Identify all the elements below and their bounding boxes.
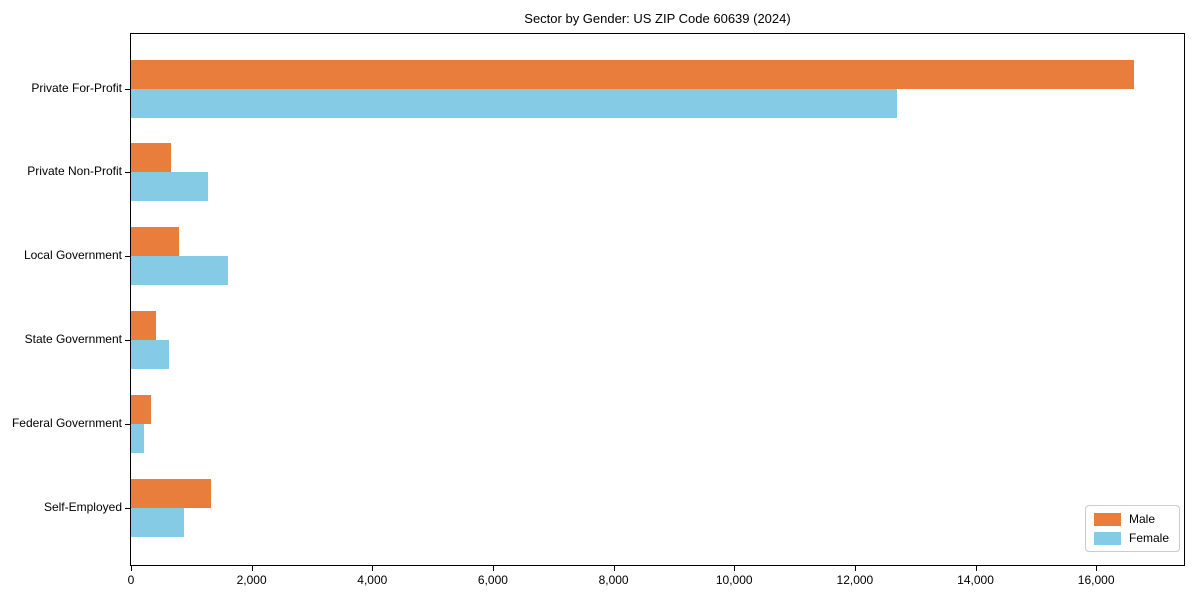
x-tick-label: 14,000: [957, 573, 994, 587]
bar-male-4: [131, 395, 151, 425]
x-tick-label: 12,000: [836, 573, 874, 587]
legend: Male Female: [1084, 505, 1180, 552]
x-tick-mark: [492, 566, 494, 571]
x-tick-mark: [1096, 566, 1098, 571]
y-tick-mark: [125, 424, 130, 426]
x-tick-mark: [372, 566, 374, 571]
legend-item-male: Male: [1093, 512, 1169, 526]
y-tick-mark: [125, 340, 130, 342]
x-tick-label: 0: [127, 573, 135, 587]
bar-male-3: [131, 311, 156, 341]
y-tick-label: Self-Employed: [43, 500, 122, 514]
x-tick-label: 10,000: [715, 573, 753, 587]
plot-area: Male Female: [130, 33, 1185, 566]
x-tick-label: 2,000: [236, 573, 267, 587]
bar-male-5: [131, 479, 211, 508]
y-tick-label: Local Government: [23, 248, 122, 263]
legend-item-female: Female: [1093, 531, 1169, 545]
x-tick-label: 4,000: [357, 573, 388, 587]
x-tick-mark: [613, 566, 615, 571]
legend-label: Female: [1128, 531, 1169, 545]
legend-label: Male: [1128, 512, 1155, 526]
y-tick-label: State Government: [24, 332, 122, 347]
bar-male-1: [131, 143, 171, 173]
legend-swatch-male: [1093, 512, 1121, 526]
y-tick-mark: [125, 256, 130, 258]
bar-female-1: [131, 172, 208, 202]
x-tick-mark: [854, 566, 856, 571]
x-tick-mark: [734, 566, 736, 571]
legend-swatch-female: [1093, 531, 1121, 545]
bar-female-3: [131, 340, 169, 370]
bar-female-2: [131, 256, 228, 286]
chart-title: Sector by Gender: US ZIP Code 60639 (202…: [524, 11, 791, 26]
x-tick-mark: [975, 566, 977, 571]
bar-male-0: [131, 59, 1135, 89]
x-tick-label: 6,000: [477, 573, 508, 587]
x-tick-mark: [131, 566, 132, 571]
y-tick-mark: [125, 88, 130, 90]
bar-female-0: [131, 88, 897, 118]
y-tick-label: Private For-Profit: [31, 80, 122, 95]
y-tick-label: Federal Government: [11, 416, 122, 431]
x-tick-label: 16,000: [1077, 573, 1115, 587]
bar-female-4: [131, 424, 144, 454]
x-tick-mark: [251, 566, 253, 571]
bar-male-2: [131, 227, 179, 257]
y-tick-label: Private Non-Profit: [27, 164, 122, 179]
y-tick-mark: [125, 172, 130, 174]
bar-female-5: [131, 508, 185, 537]
x-tick-label: 8,000: [598, 573, 629, 587]
y-tick-mark: [125, 508, 130, 509]
